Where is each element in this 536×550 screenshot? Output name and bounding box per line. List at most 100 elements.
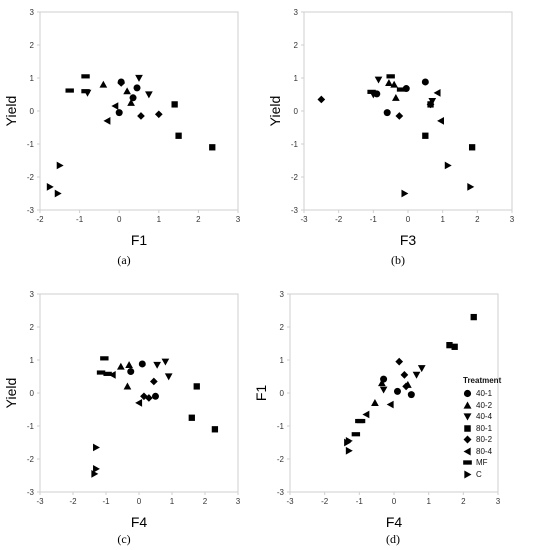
y-tick-label: 3 xyxy=(30,8,35,17)
legend-label: 80-1 xyxy=(476,423,493,433)
y-tick-label: -3 xyxy=(27,206,35,215)
legend-label: 40-2 xyxy=(476,400,493,410)
legend-marker xyxy=(463,390,472,398)
data-point-C xyxy=(93,443,100,452)
triangle-right-icon xyxy=(464,470,472,479)
y-tick-label: 2 xyxy=(30,323,35,332)
legend-label: MF xyxy=(476,458,488,468)
data-point-80-4 xyxy=(433,89,441,97)
legend-marker xyxy=(463,435,472,444)
legend: Treatment 40-1 40-2 40-4 80-1 80-2 80-4 MF C xyxy=(463,376,535,480)
data-point-40-4 xyxy=(417,365,426,373)
legend-item-MF: MF xyxy=(463,457,535,469)
data-point-40-2 xyxy=(99,80,108,88)
data-point-40-1 xyxy=(383,109,391,117)
x-tick-label: 1 xyxy=(170,497,175,506)
x-tick-label: -2 xyxy=(335,215,343,224)
panel-label: (c) xyxy=(117,532,130,546)
data-point-MF xyxy=(65,88,74,93)
data-point-80-1 xyxy=(171,101,178,108)
legend-marker xyxy=(463,447,471,456)
data-point-80-1 xyxy=(470,313,477,321)
data-point-80-2 xyxy=(137,112,145,120)
data-point-40-4 xyxy=(145,91,153,99)
x-tick-label: -1 xyxy=(370,215,378,224)
data-point-C xyxy=(444,161,452,170)
x-axis-label: F1 xyxy=(131,232,148,248)
data-point-C xyxy=(56,161,64,170)
y-axis-label: F1 xyxy=(253,385,269,402)
x-tick-label: 0 xyxy=(406,215,411,224)
legend-item-40-2: 40-2 xyxy=(463,400,535,412)
y-tick-label: -2 xyxy=(277,455,285,464)
x-tick-label: 3 xyxy=(236,497,241,506)
data-point-40-2 xyxy=(123,87,131,95)
data-point-80-4 xyxy=(111,102,119,110)
data-point-80-4 xyxy=(437,117,445,125)
y-tick-label: 3 xyxy=(30,290,35,299)
y-tick-label: -2 xyxy=(27,455,35,464)
x-tick-label: 0 xyxy=(137,497,142,506)
legend-label: 40-4 xyxy=(476,412,493,422)
panel-label: (b) xyxy=(391,253,405,267)
legend-marker xyxy=(463,401,472,409)
data-point-80-4 xyxy=(103,117,111,125)
legend-marker xyxy=(464,425,471,432)
y-tick-label: -2 xyxy=(27,173,35,182)
x-tick-label: 1 xyxy=(440,215,445,224)
data-point-40-2 xyxy=(117,362,125,370)
panel-label: (d) xyxy=(386,532,400,546)
y-axis-label: Yield xyxy=(3,96,19,127)
x-tick-label: 2 xyxy=(461,497,466,506)
data-point-40-1 xyxy=(133,84,141,92)
triangle-left-icon xyxy=(463,447,471,456)
y-tick-label: -3 xyxy=(27,488,35,497)
legend-marker xyxy=(463,460,472,465)
legend-item-40-1: 40-1 xyxy=(463,388,535,400)
panel-label: (a) xyxy=(117,253,130,267)
data-point-MF xyxy=(396,87,406,92)
data-point-80-2 xyxy=(400,371,409,379)
data-point-80-4 xyxy=(135,399,143,407)
x-tick-label: 1 xyxy=(426,497,431,506)
data-point-40-1 xyxy=(407,391,415,399)
data-point-40-1 xyxy=(393,387,401,395)
data-point-80-2 xyxy=(117,79,126,87)
chart-panel-4: -3 -2 -1 0 1 2 3 -3 -2 -1 0 1 2 3 F4 F1 (d) xyxy=(253,290,501,546)
y-tick-label: -1 xyxy=(291,140,299,149)
data-point-80-1 xyxy=(211,426,219,433)
x-tick-label: 2 xyxy=(196,215,201,224)
data-point-80-1 xyxy=(451,343,458,350)
data-point-C xyxy=(93,465,100,473)
plot-frame xyxy=(303,11,513,211)
data-point-80-1 xyxy=(422,132,429,139)
legend-marker xyxy=(464,470,472,479)
data-point-80-2 xyxy=(140,392,148,401)
data-point-MF xyxy=(96,370,106,375)
y-tick-label: 0 xyxy=(280,389,285,398)
legend-label: 80-2 xyxy=(476,435,493,445)
data-point-40-1 xyxy=(138,360,146,368)
legend-title: Treatment xyxy=(463,376,502,385)
data-point-40-2 xyxy=(371,399,379,406)
data-point-40-4 xyxy=(153,361,161,369)
data-point-40-4 xyxy=(164,373,173,381)
data-point-80-4 xyxy=(362,410,370,419)
legend-marker xyxy=(463,413,472,421)
legend-item-80-2: 80-2 xyxy=(463,434,535,446)
data-point-40-1 xyxy=(127,368,135,376)
data-point-80-2 xyxy=(154,110,163,119)
data-point-80-2 xyxy=(426,100,435,109)
y-tick-label: 1 xyxy=(280,356,285,365)
y-tick-label: 2 xyxy=(280,323,285,332)
y-tick-label: -2 xyxy=(291,173,299,182)
data-point-C xyxy=(345,437,353,445)
data-point-40-1 xyxy=(421,78,429,86)
data-point-40-2 xyxy=(123,382,132,390)
data-point-40-4 xyxy=(374,76,383,84)
x-tick-label: -1 xyxy=(356,497,364,506)
x-tick-label: -2 xyxy=(69,497,77,506)
data-point-C xyxy=(467,183,475,191)
x-tick-label: -3 xyxy=(300,215,308,224)
x-tick-label: 3 xyxy=(510,215,515,224)
